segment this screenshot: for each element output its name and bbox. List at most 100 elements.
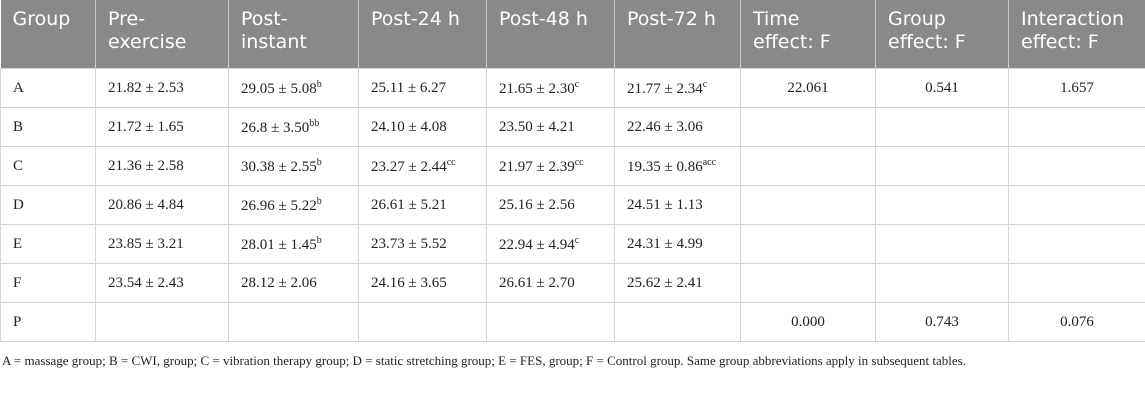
cell-value: 26.61 ± 2.70 [499,274,575,291]
cell-value: 23.54 ± 2.43 [108,274,184,291]
cell-value: 25.16 ± 2.56 [499,196,575,213]
value-cell [358,302,487,342]
effect-cell [1008,146,1145,186]
value-cell: 24.16 ± 3.65 [358,263,487,303]
header-cell: Group effect: F [875,0,1009,69]
value-cell: 20.86 ± 4.84 [95,185,229,225]
cell-value: 21.77 ± 2.34 [627,80,703,97]
cell-value: 26.96 ± 5.22 [241,197,317,214]
value-cell: 22.94 ± 4.94c [486,224,615,264]
significance-mark: b [316,156,322,168]
value-cell [486,302,615,342]
header-cell: Pre- exercise [95,0,229,69]
value-cell: 24.31 ± 4.99 [614,224,741,264]
value-cell: 25.11 ± 6.27 [358,68,487,108]
effect-cell [740,263,876,303]
group-cell: A [0,68,96,108]
value-cell: 21.77 ± 2.34c [614,68,741,108]
value-cell: 23.73 ± 5.52 [358,224,487,264]
significance-mark: b [316,234,322,246]
cell-value: 24.16 ± 3.65 [371,274,447,291]
value-cell: 26.96 ± 5.22b [228,185,359,225]
value-cell: 28.01 ± 1.45b [228,224,359,264]
results-table: Group Pre- exercise Post- instant Post-24 h… [0,0,1145,342]
cell-value: 25.11 ± 6.27 [371,79,447,96]
footnote: A = massage group; B = CWI, group; C = v… [2,353,966,368]
effect-cell: 0.000 [740,302,876,342]
significance-mark: acc [702,156,717,168]
value-cell: 21.36 ± 2.58 [95,146,229,186]
effect-cell [740,107,876,147]
table-row: A 21.82 ± 2.53 29.05 ± 5.08b 25.11 ± 6.27 21… [0,68,1145,108]
cell-value: 25.62 ± 2.41 [627,274,703,291]
header-cell: Time effect: F [740,0,876,69]
value-cell: 23.50 ± 4.21 [486,107,615,147]
value-cell: 23.27 ± 2.44cc [358,146,487,186]
group-cell: D [0,185,96,225]
table-row: D 20.86 ± 4.84 26.96 ± 5.22b 26.61 ± 5.21 25… [0,185,1145,225]
cell-value: 24.51 ± 1.13 [627,196,703,213]
group-cell: P [0,302,96,342]
group-cell: F [0,263,96,303]
cell-value: 30.38 ± 2.55 [241,158,317,175]
effect-cell [875,224,1009,264]
value-cell: 24.10 ± 4.08 [358,107,487,147]
effect-cell [1008,263,1145,303]
effect-cell [875,185,1009,225]
table-body: A 21.82 ± 2.53 29.05 ± 5.08b 25.11 ± 6.27 21… [0,68,1145,342]
effect-cell [740,224,876,264]
significance-mark: bb [309,117,320,129]
table-row: B 21.72 ± 1.65 26.8 ± 3.50bb 24.10 ± 4.08 23… [0,107,1145,147]
cell-value: 21.72 ± 1.65 [108,118,184,135]
effect-cell [875,146,1009,186]
cell-value: 21.65 ± 2.30 [499,80,575,97]
value-cell [95,302,229,342]
header-cell: Interaction effect: F [1008,0,1145,69]
significance-mark: cc [446,156,456,168]
effect-cell [875,263,1009,303]
cell-value: 24.10 ± 4.08 [371,118,447,135]
significance-mark: b [316,78,322,90]
cell-value: 21.36 ± 2.58 [108,157,184,174]
value-cell: 26.61 ± 2.70 [486,263,615,303]
cell-value: 28.12 ± 2.06 [241,274,317,291]
cell-value: 20.86 ± 4.84 [108,196,184,213]
cell-value: 23.50 ± 4.21 [499,118,575,135]
value-cell: 21.97 ± 2.39cc [486,146,615,186]
cell-value: 19.35 ± 0.86 [627,158,703,175]
effect-cell [1008,224,1145,264]
value-cell [228,302,359,342]
cell-value: 26.61 ± 5.21 [371,196,447,213]
effect-cell: 0.076 [1008,302,1145,342]
header-cell: Group [0,0,96,69]
value-cell: 23.54 ± 2.43 [95,263,229,303]
effect-cell: 0.541 [875,68,1009,108]
significance-mark: c [574,78,580,90]
effect-cell [740,146,876,186]
value-cell: 21.72 ± 1.65 [95,107,229,147]
effect-cell [1008,107,1145,147]
effect-cell: 1.657 [1008,68,1145,108]
value-cell: 22.46 ± 3.06 [614,107,741,147]
table-row: E 23.85 ± 3.21 28.01 ± 1.45b 23.73 ± 5.52 22… [0,224,1145,264]
significance-mark: b [316,195,322,207]
cell-value: 23.73 ± 5.52 [371,235,447,252]
value-cell: 25.16 ± 2.56 [486,185,615,225]
group-cell: C [0,146,96,186]
effect-cell [740,185,876,225]
header-cell: Post-72 h [614,0,741,69]
cell-value: 23.27 ± 2.44 [371,158,447,175]
header-cell: Post-48 h [486,0,615,69]
value-cell: 30.38 ± 2.55b [228,146,359,186]
cell-value: 21.82 ± 2.53 [108,79,184,96]
value-cell: 21.65 ± 2.30c [486,68,615,108]
value-cell: 26.61 ± 5.21 [358,185,487,225]
cell-value: 26.8 ± 3.50 [241,119,310,136]
effect-cell: 22.061 [740,68,876,108]
cell-value: 21.97 ± 2.39 [499,158,575,175]
header-row: Group Pre- exercise Post- instant Post-24 h… [0,0,1145,69]
value-cell: 29.05 ± 5.08b [228,68,359,108]
value-cell: 23.85 ± 3.21 [95,224,229,264]
value-cell: 19.35 ± 0.86acc [614,146,741,186]
